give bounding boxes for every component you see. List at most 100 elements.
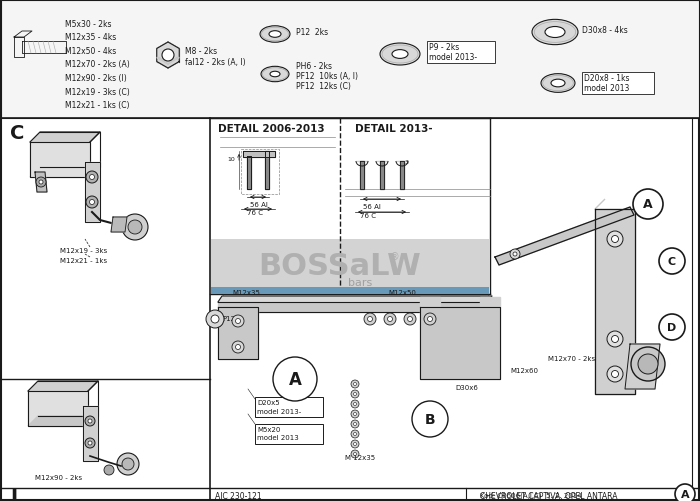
Circle shape bbox=[638, 354, 658, 374]
Polygon shape bbox=[14, 38, 24, 58]
Text: model 2013: model 2013 bbox=[257, 434, 299, 440]
Ellipse shape bbox=[541, 75, 575, 93]
Text: 10: 10 bbox=[227, 157, 235, 162]
Circle shape bbox=[351, 400, 359, 408]
Text: M12x21 - 1ks (C): M12x21 - 1ks (C) bbox=[65, 101, 130, 110]
Text: 56 Al: 56 Al bbox=[363, 203, 381, 209]
Bar bbox=[223, 295, 488, 301]
Circle shape bbox=[90, 175, 95, 180]
Text: P9 - 2ks: P9 - 2ks bbox=[429, 43, 459, 52]
Bar bbox=[582, 73, 654, 95]
Circle shape bbox=[211, 315, 219, 323]
Text: M8 - 2ks: M8 - 2ks bbox=[185, 47, 217, 56]
Circle shape bbox=[513, 253, 517, 257]
Polygon shape bbox=[218, 303, 488, 313]
Text: PF12  10ks (A, I): PF12 10ks (A, I) bbox=[296, 72, 358, 81]
Text: M12x70 - 2ks (A): M12x70 - 2ks (A) bbox=[65, 61, 130, 69]
Circle shape bbox=[90, 200, 95, 205]
Text: M12x50 - 4ks: M12x50 - 4ks bbox=[65, 47, 116, 56]
Text: BOSSaLW: BOSSaLW bbox=[258, 252, 421, 281]
Circle shape bbox=[612, 236, 619, 243]
Circle shape bbox=[364, 313, 376, 325]
Circle shape bbox=[122, 458, 134, 470]
Circle shape bbox=[39, 181, 43, 185]
Polygon shape bbox=[400, 162, 404, 189]
Circle shape bbox=[354, 393, 356, 396]
Text: P12  2ks: P12 2ks bbox=[296, 28, 328, 37]
Circle shape bbox=[607, 231, 623, 247]
Text: A: A bbox=[680, 489, 690, 499]
Text: A: A bbox=[643, 198, 653, 211]
Circle shape bbox=[351, 410, 359, 418]
Circle shape bbox=[354, 403, 356, 406]
Text: M12x35: M12x35 bbox=[232, 290, 260, 296]
Polygon shape bbox=[218, 308, 258, 359]
Circle shape bbox=[354, 433, 356, 436]
Circle shape bbox=[273, 357, 317, 401]
Circle shape bbox=[351, 420, 359, 428]
Polygon shape bbox=[83, 406, 98, 461]
Circle shape bbox=[86, 196, 98, 208]
Polygon shape bbox=[111, 217, 127, 232]
Circle shape bbox=[631, 347, 665, 381]
Polygon shape bbox=[265, 152, 269, 189]
Circle shape bbox=[88, 441, 92, 445]
Text: B: B bbox=[425, 412, 435, 426]
Text: M12x60: M12x60 bbox=[510, 367, 538, 373]
Text: PH6 - 2ks: PH6 - 2ks bbox=[296, 62, 332, 71]
Text: D30x6: D30x6 bbox=[455, 384, 478, 390]
Circle shape bbox=[351, 450, 359, 458]
Polygon shape bbox=[625, 344, 660, 389]
Circle shape bbox=[659, 314, 685, 340]
Polygon shape bbox=[28, 416, 98, 426]
Text: fal12 - 2ks (A, I): fal12 - 2ks (A, I) bbox=[185, 58, 246, 67]
Bar bbox=[427, 42, 495, 64]
Circle shape bbox=[510, 249, 520, 260]
Text: M12x19 - 3ks (C): M12x19 - 3ks (C) bbox=[65, 87, 130, 96]
Polygon shape bbox=[157, 43, 179, 69]
Circle shape bbox=[612, 336, 619, 343]
Polygon shape bbox=[85, 163, 100, 222]
Text: M12x35 - 4ks: M12x35 - 4ks bbox=[65, 34, 116, 43]
Text: M12x50: M12x50 bbox=[388, 290, 416, 296]
Text: PF12  12ks (C): PF12 12ks (C) bbox=[296, 82, 351, 91]
Text: M5x20: M5x20 bbox=[257, 426, 281, 432]
Ellipse shape bbox=[551, 80, 565, 88]
Text: 76 C: 76 C bbox=[360, 212, 376, 218]
Polygon shape bbox=[28, 391, 88, 426]
Circle shape bbox=[354, 383, 356, 386]
Circle shape bbox=[85, 438, 95, 448]
Text: model 2013-: model 2013- bbox=[429, 53, 477, 62]
Polygon shape bbox=[380, 162, 384, 189]
Text: CHEVROLET CAPTIVA, OPEL ANTARA: CHEVROLET CAPTIVA, OPEL ANTARA bbox=[480, 491, 617, 500]
Text: ®: ® bbox=[390, 252, 400, 262]
Text: D: D bbox=[667, 322, 677, 332]
Circle shape bbox=[607, 366, 623, 382]
Circle shape bbox=[351, 430, 359, 438]
Polygon shape bbox=[595, 199, 605, 209]
Circle shape bbox=[404, 313, 416, 325]
Ellipse shape bbox=[382, 46, 418, 64]
Circle shape bbox=[86, 172, 98, 184]
Circle shape bbox=[351, 380, 359, 388]
Circle shape bbox=[206, 311, 224, 328]
Polygon shape bbox=[360, 162, 364, 189]
Circle shape bbox=[675, 484, 695, 501]
Polygon shape bbox=[420, 298, 440, 308]
Circle shape bbox=[633, 189, 663, 219]
Circle shape bbox=[36, 178, 46, 188]
Circle shape bbox=[232, 341, 244, 353]
Text: DETAIL 2013-: DETAIL 2013- bbox=[355, 124, 433, 134]
Text: C: C bbox=[10, 124, 25, 143]
Circle shape bbox=[607, 331, 623, 347]
Text: M 12x35: M 12x35 bbox=[345, 454, 375, 460]
Polygon shape bbox=[595, 209, 635, 394]
Polygon shape bbox=[420, 308, 500, 379]
Circle shape bbox=[612, 371, 619, 378]
Text: model 2013-: model 2013- bbox=[257, 408, 301, 414]
Text: bars: bars bbox=[348, 278, 372, 288]
Ellipse shape bbox=[532, 21, 578, 46]
Polygon shape bbox=[247, 157, 251, 189]
Circle shape bbox=[412, 401, 448, 437]
Circle shape bbox=[128, 220, 142, 234]
